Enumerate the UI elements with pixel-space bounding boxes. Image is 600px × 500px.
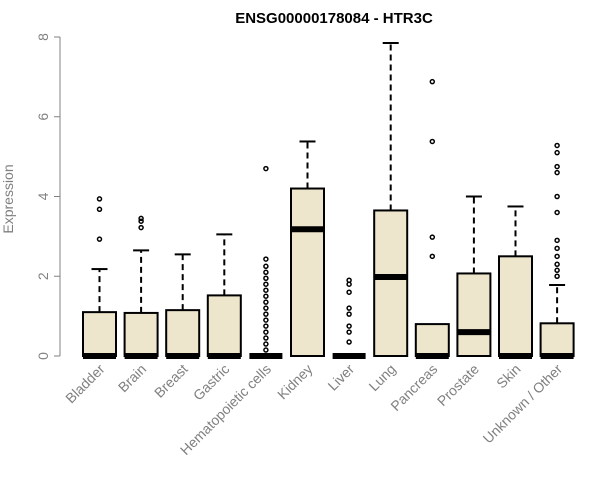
box-bladder: [82, 196, 117, 359]
box-prostate: [456, 195, 492, 357]
outlier-point: [263, 317, 269, 323]
x-tick-label: Skin: [493, 361, 524, 392]
box-body: [123, 311, 159, 357]
outlier-point: [263, 256, 269, 262]
outlier-point: [263, 165, 269, 172]
outlier-point: [263, 299, 269, 305]
outlier-point: [554, 209, 560, 216]
outlier-point: [263, 323, 269, 329]
outlier-point: [263, 275, 269, 281]
outlier-point: [263, 293, 269, 299]
outlier-point: [138, 218, 144, 224]
outlier-point: [138, 224, 144, 231]
y-tick-label: 2: [35, 272, 51, 280]
x-tick-label: Liver: [324, 361, 357, 394]
box-body: [165, 309, 201, 357]
box-breast: [165, 253, 201, 359]
box-body: [373, 209, 409, 357]
outlier-point: [554, 163, 560, 170]
x-tick-label: Kidney: [274, 361, 316, 403]
outlier-point: [554, 193, 560, 200]
box-body: [539, 322, 575, 357]
box-gastric: [206, 233, 242, 359]
outlier-point: [429, 234, 436, 240]
box-body: [456, 272, 492, 357]
outlier-point: [263, 335, 269, 341]
box-body: [206, 294, 242, 358]
outlier-point: [346, 323, 352, 329]
outlier-point: [554, 261, 560, 268]
x-tick-label: Prostate: [434, 361, 482, 409]
outlier-point: [263, 341, 269, 347]
box-body: [498, 255, 533, 357]
outlier-point: [96, 236, 103, 242]
outlier-point: [554, 267, 560, 274]
outlier-point: [263, 329, 269, 335]
box-lung: [373, 41, 409, 357]
x-tick-label: Unknown / Other: [480, 361, 566, 447]
outlier-point: [429, 138, 436, 145]
outlier-point: [554, 142, 560, 149]
outlier-point: [263, 269, 269, 276]
outlier-point: [263, 263, 269, 270]
outlier-point: [346, 311, 352, 317]
outlier-point: [346, 277, 352, 283]
outlier-point: [554, 273, 560, 279]
outlier-point: [263, 287, 269, 293]
outlier-point: [346, 305, 352, 311]
box-hematopoietic-cells: [249, 165, 283, 359]
chart-title: ENSG00000178084 - HTR3C: [235, 10, 433, 27]
outlier-point: [96, 196, 103, 202]
box-pancreas: [414, 78, 450, 359]
y-tick-label: 6: [35, 113, 51, 121]
outlier-point: [96, 206, 103, 213]
box-skin: [498, 205, 533, 359]
outlier-point: [263, 281, 269, 287]
y-tick-label: 0: [35, 352, 51, 360]
y-axis-label: Expression: [0, 164, 16, 233]
outlier-point: [346, 289, 352, 295]
box-series: [82, 41, 575, 359]
outlier-point: [554, 169, 560, 176]
outlier-point: [429, 253, 436, 260]
outlier-point: [138, 215, 144, 222]
outlier-point: [429, 78, 436, 85]
outlier-point: [346, 339, 352, 345]
outlier-point: [263, 347, 269, 353]
outlier-point: [554, 245, 560, 252]
x-tick-label: Breast: [151, 361, 191, 401]
outlier-point: [263, 311, 269, 317]
outlier-point: [554, 237, 560, 244]
box-kidney: [290, 140, 325, 357]
box-brain: [123, 215, 159, 359]
x-tick-label: Brain: [115, 361, 149, 395]
outlier-point: [346, 329, 352, 335]
y-tick-label: 4: [35, 192, 51, 200]
box-liver: [332, 277, 366, 359]
x-tick-label: Lung: [365, 361, 398, 394]
box-body: [290, 187, 325, 357]
outlier-point: [554, 149, 560, 156]
outlier-point: [263, 305, 269, 311]
y-axis: 0 2 4 6 8: [35, 33, 61, 360]
box-body: [414, 323, 450, 358]
box-unknown-other: [539, 142, 575, 359]
box-body: [82, 311, 117, 358]
x-tick-label: Bladder: [62, 361, 108, 407]
y-tick-label: 8: [35, 33, 51, 41]
outlier-point: [554, 253, 560, 260]
